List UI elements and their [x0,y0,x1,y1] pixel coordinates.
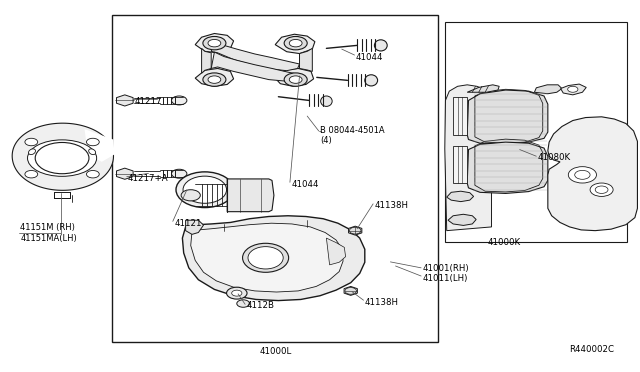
Polygon shape [211,52,300,81]
Circle shape [208,76,221,83]
Polygon shape [54,192,70,198]
Ellipse shape [365,75,378,86]
Polygon shape [227,179,274,212]
Circle shape [86,170,99,178]
Text: 41217: 41217 [134,97,162,106]
Circle shape [172,169,187,178]
Polygon shape [445,85,492,231]
Circle shape [208,39,221,47]
Text: 41000L: 41000L [259,347,291,356]
Circle shape [575,170,590,179]
Text: 41151MA(LH): 41151MA(LH) [20,234,77,243]
Bar [445,22,627,242]
Circle shape [203,73,226,86]
Polygon shape [211,42,300,71]
Circle shape [289,39,302,47]
Polygon shape [349,226,362,235]
Text: 41044: 41044 [291,180,319,189]
Ellipse shape [89,149,95,155]
Circle shape [284,73,307,86]
Polygon shape [453,146,467,183]
Circle shape [35,142,89,174]
Polygon shape [548,117,637,231]
Circle shape [203,36,226,50]
Text: 41044: 41044 [355,53,383,62]
Polygon shape [116,95,133,106]
Circle shape [25,138,38,146]
Text: B 08044-4501A
(4): B 08044-4501A (4) [320,126,385,145]
Bar [112,15,438,342]
Polygon shape [202,48,211,73]
Text: 41138H: 41138H [374,201,408,210]
Text: 41080K: 41080K [538,153,571,162]
Circle shape [227,287,247,299]
Text: R440002C: R440002C [570,345,614,354]
Polygon shape [344,286,357,295]
Ellipse shape [183,176,227,203]
Polygon shape [448,214,476,225]
Polygon shape [467,85,499,92]
Ellipse shape [248,247,283,269]
Circle shape [289,76,302,83]
Text: 41000K: 41000K [488,238,521,247]
Circle shape [237,300,250,307]
Ellipse shape [176,172,234,208]
Polygon shape [534,85,562,94]
Polygon shape [326,238,346,265]
Polygon shape [186,220,204,234]
Polygon shape [12,123,113,190]
Polygon shape [467,90,548,144]
Polygon shape [300,48,312,71]
Circle shape [86,138,99,146]
Text: 41151M (RH): 41151M (RH) [20,223,76,232]
Circle shape [25,170,38,178]
Circle shape [568,167,596,183]
Polygon shape [84,129,115,162]
Polygon shape [191,223,343,292]
Ellipse shape [321,96,332,106]
Polygon shape [182,216,365,301]
Circle shape [590,183,613,196]
Text: 41011(LH): 41011(LH) [422,274,468,283]
Polygon shape [195,68,234,86]
Polygon shape [453,97,467,135]
Text: 41217+A: 41217+A [128,174,168,183]
Text: 41121: 41121 [174,219,202,228]
Polygon shape [195,33,234,53]
Circle shape [568,86,578,92]
Circle shape [284,36,307,50]
Polygon shape [275,68,314,86]
Ellipse shape [374,40,387,51]
Circle shape [232,290,242,296]
Ellipse shape [243,243,289,272]
Text: 41001(RH): 41001(RH) [422,264,469,273]
Circle shape [181,190,200,201]
Text: 41138H: 41138H [365,298,399,307]
Polygon shape [447,90,467,228]
Polygon shape [467,142,548,193]
Circle shape [172,96,187,105]
Polygon shape [275,34,315,54]
Polygon shape [447,191,474,202]
Ellipse shape [29,149,35,155]
Ellipse shape [28,140,97,176]
Polygon shape [561,84,586,95]
Polygon shape [116,168,133,179]
Text: 4112B: 4112B [246,301,275,310]
Circle shape [595,186,608,193]
